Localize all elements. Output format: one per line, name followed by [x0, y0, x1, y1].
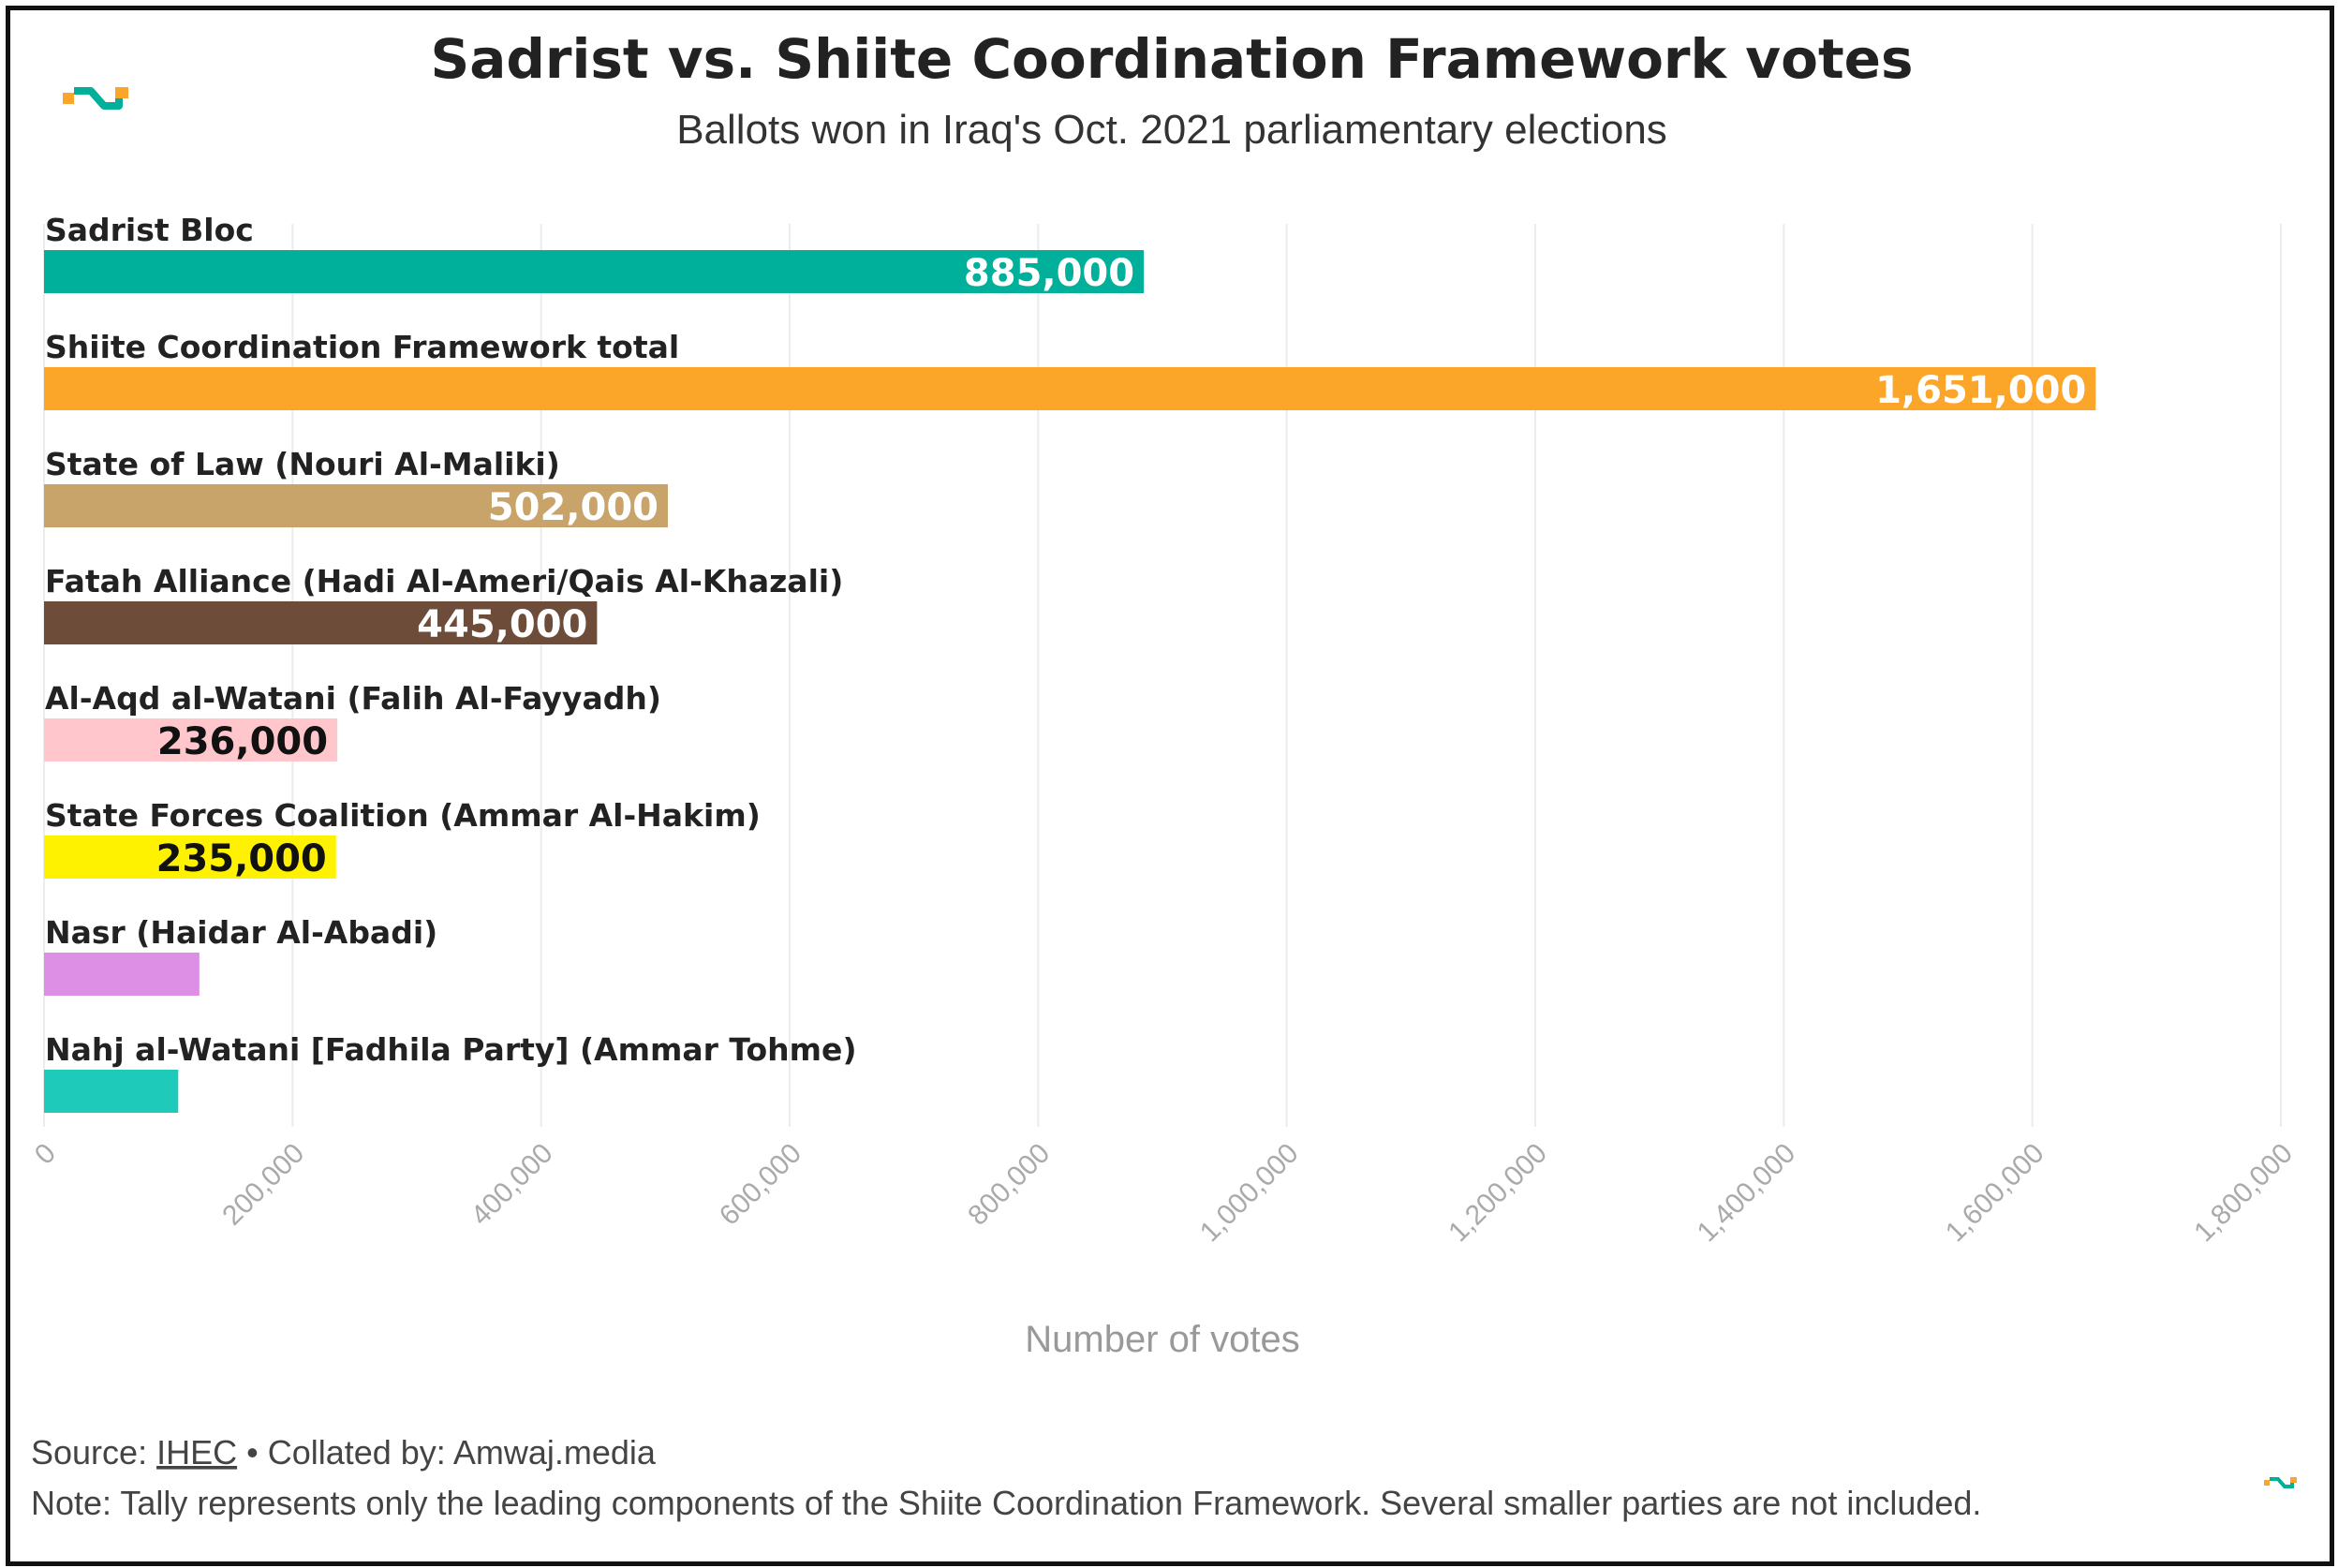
amwaj-small-logo-icon — [2264, 1477, 2297, 1488]
category-label: State of Law (Nouri Al-Maliki) — [45, 446, 560, 482]
bar — [44, 1070, 179, 1113]
x-tick-label: 1,200,000 — [1443, 1138, 1553, 1249]
x-axis-ticks: 0 200,000 400,000 600,000 800,000 1,000,000 1,… — [29, 1138, 2299, 1249]
x-tick-label: 600,000 — [714, 1138, 807, 1232]
data-label: 236,000 — [157, 720, 328, 763]
data-label: 235,000 — [156, 837, 327, 880]
x-tick-label: 800,000 — [962, 1138, 1056, 1232]
chart-subtitle: Ballots won in Iraq's Oct. 2021 parliame… — [676, 107, 1667, 153]
data-label: 445,000 — [417, 603, 587, 646]
bars: Sadrist Bloc 885,000 Shiite Coordination F… — [44, 212, 2096, 1113]
data-label: 885,000 — [964, 252, 1134, 295]
bar — [44, 484, 668, 527]
x-tick-label: 400,000 — [466, 1138, 559, 1232]
bar — [44, 953, 200, 996]
note-text: Note: Tally represents only the leading … — [31, 1484, 1981, 1522]
category-label: Fatah Alliance (Hadi Al-Ameri/Qais Al-Kh… — [45, 563, 843, 599]
bar-chart: Sadrist vs. Shiite Coordination Framewor… — [29, 27, 2299, 1522]
bar — [44, 250, 1145, 293]
source-prefix: Source: — [31, 1433, 156, 1472]
data-label: 1,651,000 — [1875, 369, 2086, 412]
bar — [44, 836, 336, 879]
category-label: Nasr (Haidar Al-Abadi) — [45, 914, 437, 951]
amwaj-logo-icon — [63, 87, 128, 110]
source-line: Source: IHEC • Collated by: Amwaj.media — [31, 1433, 657, 1472]
category-label: Al-Aqd al-Watani (Falih Al-Fayyadh) — [45, 680, 661, 717]
x-axis-title: Number of votes — [1025, 1319, 1299, 1360]
x-tick-label: 1,000,000 — [1194, 1138, 1305, 1249]
chart-title: Sadrist vs. Shiite Coordination Framewor… — [430, 27, 1913, 91]
category-label: Shiite Coordination Framework total — [45, 329, 679, 365]
category-label: Nahj al-Watani [Fadhila Party] (Ammar To… — [45, 1031, 857, 1068]
source-link[interactable]: IHEC — [156, 1433, 237, 1472]
source-suffix: • Collated by: Amwaj.media — [237, 1433, 657, 1472]
x-tick-label: 1,400,000 — [1692, 1138, 1802, 1249]
category-label: Sadrist Bloc — [45, 212, 254, 248]
chart-frame: Sadrist vs. Shiite Coordination Framewor… — [6, 6, 2334, 1566]
x-tick-label: 0 — [29, 1138, 62, 1171]
x-tick-label: 1,800,000 — [2188, 1138, 2299, 1249]
x-tick-label: 1,600,000 — [1940, 1138, 2050, 1249]
data-label: 502,000 — [488, 486, 658, 529]
bar — [44, 718, 338, 762]
x-tick-label: 200,000 — [216, 1138, 310, 1232]
category-label: State Forces Coalition (Ammar Al-Hakim) — [45, 797, 761, 834]
bar — [44, 367, 2096, 410]
bar — [44, 601, 598, 644]
